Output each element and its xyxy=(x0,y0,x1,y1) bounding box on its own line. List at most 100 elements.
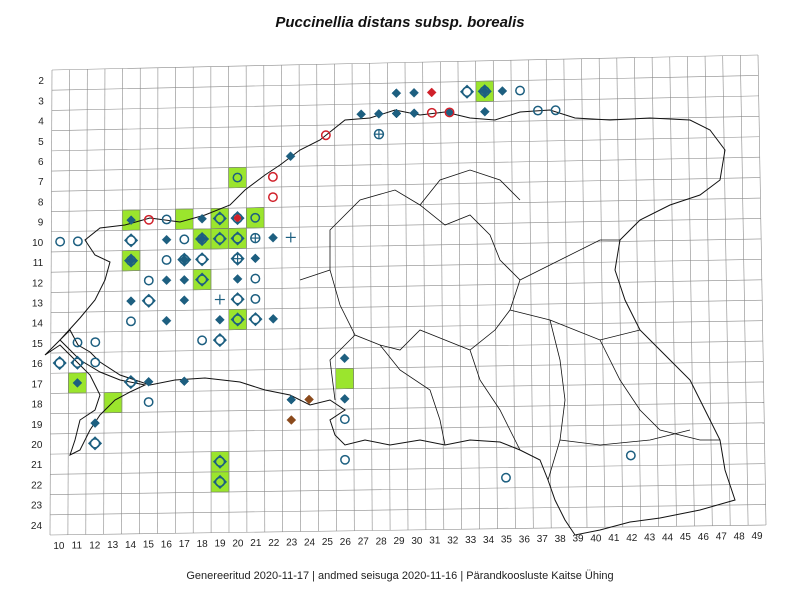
blue-circle-marker xyxy=(161,255,172,265)
grid-line-vertical xyxy=(263,65,266,533)
y-tick-label: 19 xyxy=(31,420,43,431)
blue-diamond-outline-marker xyxy=(230,211,245,226)
blue-circle-marker xyxy=(54,357,65,369)
grid-line-vertical xyxy=(687,56,695,527)
blue-circle-marker xyxy=(55,236,66,247)
grid-line-horizontal xyxy=(51,218,761,233)
x-tick-label: 33 xyxy=(465,535,477,546)
blue-circle-marker xyxy=(250,313,261,325)
blue-circle-marker xyxy=(232,233,243,244)
blue-diamond-marker xyxy=(391,108,402,119)
y-tick-label: 13 xyxy=(32,299,44,310)
grid-line-vertical xyxy=(598,58,606,528)
red-circle-marker xyxy=(426,107,437,118)
y-tick-label: 8 xyxy=(38,197,44,208)
grid-line-vertical xyxy=(85,69,88,535)
green-cell xyxy=(228,166,247,189)
blue-circle-marker xyxy=(161,214,172,225)
blue-diamond-marker xyxy=(215,314,225,325)
grid-line-horizontal xyxy=(50,463,765,475)
blue-diamond-outline-marker xyxy=(212,231,227,246)
blue-circle-marker xyxy=(625,450,636,461)
grid-line-vertical xyxy=(439,61,445,530)
y-tick-label: 21 xyxy=(31,460,43,471)
x-tick-label: 18 xyxy=(197,539,209,550)
x-tick-label: 48 xyxy=(734,531,746,542)
blue-diamond-marker xyxy=(232,274,243,284)
blue-diamond-marker xyxy=(391,88,402,99)
grid-line-vertical xyxy=(651,57,659,527)
blue-circle-marker xyxy=(515,85,525,96)
blue-circle-marker xyxy=(214,456,226,467)
x-tick-label: 13 xyxy=(107,540,119,551)
grid-line-vertical xyxy=(351,63,355,531)
blue-diamond-outline-marker xyxy=(459,84,475,99)
grid-line-vertical xyxy=(228,66,230,533)
x-tick-label: 16 xyxy=(161,539,173,550)
tick-layer: 10 11 12 13 14 15 16 17 18 19 20 21 22 23 24 25 26 27 28 29… xyxy=(31,76,763,552)
grid-line-vertical xyxy=(581,58,588,528)
blue-diamond-outline-marker xyxy=(248,312,263,327)
grid-line-horizontal xyxy=(50,422,765,435)
blue-circle-marker xyxy=(179,234,190,245)
blue-diamond-outline-marker xyxy=(230,231,245,246)
country-outline-layer xyxy=(44,109,736,536)
grid-line-vertical xyxy=(103,68,106,535)
x-tick-label: 31 xyxy=(429,536,441,547)
blue-circle-marker xyxy=(197,335,208,346)
blue-circle-marker xyxy=(339,414,350,425)
blue-diamond-marker xyxy=(126,215,136,225)
blue-cross-marker xyxy=(233,254,243,264)
blue-diamond-marker xyxy=(161,234,172,245)
grid-line-horizontal xyxy=(49,524,767,536)
y-tick-label: 16 xyxy=(32,359,44,370)
grid-line-horizontal xyxy=(50,320,763,334)
blue-circle-marker xyxy=(214,476,226,488)
blue-circle-marker xyxy=(532,105,543,116)
blue-diamond-marker xyxy=(339,353,350,364)
blue-diamond-marker xyxy=(339,394,350,404)
brown-diamond-marker xyxy=(286,415,297,425)
blue-diamond-outline-marker xyxy=(195,252,210,267)
blue-circle-marker xyxy=(196,274,208,285)
blue-circle-marker xyxy=(179,254,190,265)
grid-line-vertical xyxy=(334,63,337,532)
blue-circle-marker xyxy=(232,212,243,224)
grid-line-vertical xyxy=(316,64,319,532)
blue-diamond-marker xyxy=(480,106,490,117)
grid-line-vertical xyxy=(369,63,373,531)
blue-diamond-marker xyxy=(161,275,172,286)
grid-line-vertical xyxy=(510,60,516,529)
blue-diamond-marker xyxy=(268,314,279,324)
x-tick-label: 10 xyxy=(53,541,65,552)
blue-cross-marker xyxy=(480,86,490,96)
x-tick-label: 21 xyxy=(250,538,262,549)
x-tick-label: 27 xyxy=(358,537,370,548)
grid-line-vertical xyxy=(563,59,570,528)
x-tick-label: 15 xyxy=(143,540,155,551)
y-tick-label: 9 xyxy=(38,218,44,229)
grid-layer xyxy=(49,54,767,536)
x-tick-label: 17 xyxy=(179,539,191,550)
x-tick-label: 38 xyxy=(555,534,567,545)
x-tick-label: 37 xyxy=(537,534,549,545)
blue-circle-marker xyxy=(125,316,136,327)
grid-line-horizontal xyxy=(50,402,764,414)
y-tick-label: 20 xyxy=(31,440,43,451)
red-circle-marker xyxy=(444,107,455,118)
blue-cross-marker xyxy=(250,233,260,243)
blue-diamond-marker xyxy=(197,213,207,224)
blue-circle-marker xyxy=(125,255,137,266)
grid-line-vertical xyxy=(740,55,749,526)
blue-diamond-marker xyxy=(90,418,100,428)
x-tick-label: 32 xyxy=(447,535,459,546)
blue-diamond-outline-marker xyxy=(177,252,192,267)
brown-diamond-marker xyxy=(304,394,314,405)
blue-diamond-marker xyxy=(143,376,154,387)
grid-line-horizontal xyxy=(51,177,761,192)
grid-line-vertical xyxy=(422,62,427,530)
marker-layer xyxy=(52,84,636,490)
x-tick-label: 46 xyxy=(698,532,710,543)
grid-line-vertical xyxy=(704,56,713,526)
y-tick-label: 18 xyxy=(31,400,43,411)
